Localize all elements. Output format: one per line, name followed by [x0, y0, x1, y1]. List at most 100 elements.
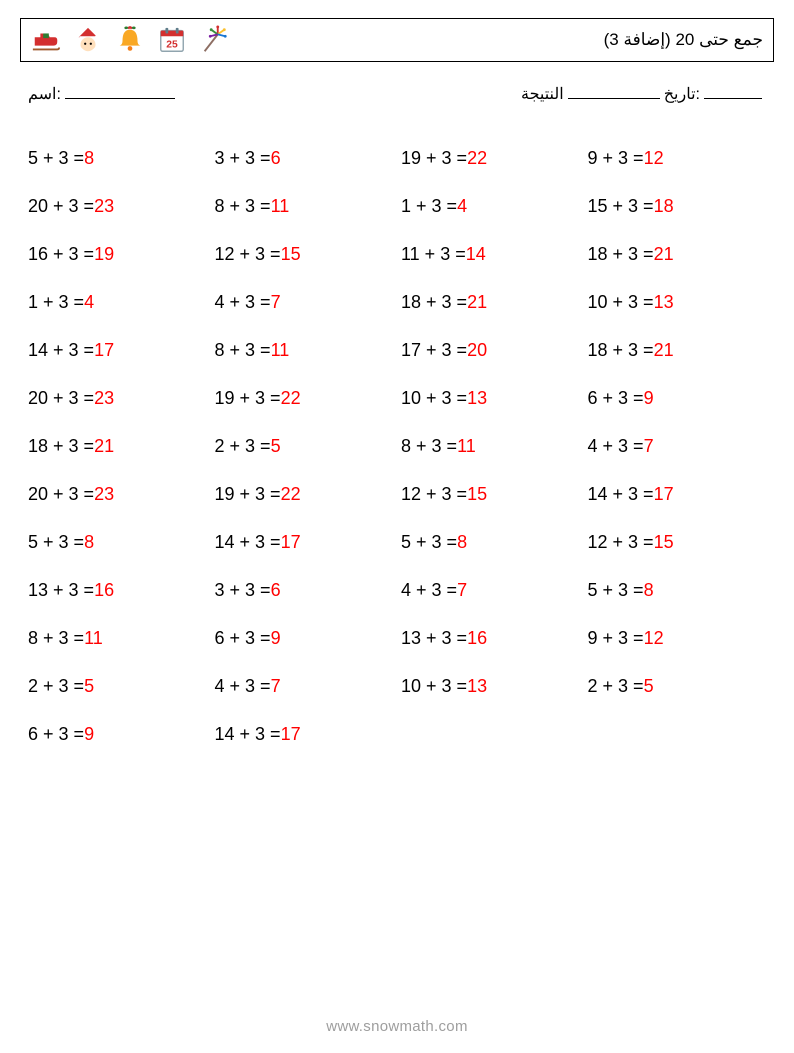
- problem-expression: 18 + 3 =: [588, 340, 654, 361]
- problem-answer: 18: [654, 196, 674, 217]
- problem-answer: 8: [457, 532, 467, 553]
- problem-answer: 13: [467, 388, 487, 409]
- problem-expression: 10 + 3 =: [401, 676, 467, 697]
- problem-cell: 10 + 3 = 13: [588, 278, 775, 326]
- problem-cell: 20 + 3 = 23: [28, 374, 215, 422]
- problem-answer: 15: [281, 244, 301, 265]
- problem-cell: 3 + 3 = 6: [215, 134, 402, 182]
- problems-grid: 5 + 3 = 83 + 3 = 619 + 3 = 229 + 3 = 122…: [20, 134, 774, 758]
- problem-answer: 23: [94, 196, 114, 217]
- problem-cell: 4 + 3 = 7: [215, 278, 402, 326]
- problem-cell: 4 + 3 = 7: [215, 662, 402, 710]
- problem-cell: 5 + 3 = 8: [28, 134, 215, 182]
- problem-cell: 12 + 3 = 15: [588, 518, 775, 566]
- problem-answer: 23: [94, 388, 114, 409]
- problem-cell: 14 + 3 = 17: [215, 518, 402, 566]
- problem-expression: 18 + 3 =: [28, 436, 94, 457]
- name-blank: [65, 85, 175, 99]
- problem-expression: 10 + 3 =: [588, 292, 654, 313]
- problem-answer: 7: [271, 676, 281, 697]
- score-date-field: النتيجة تاريخ:: [521, 84, 766, 104]
- problem-answer: 11: [271, 196, 290, 217]
- footer-watermark: www.snowmath.com: [0, 1018, 794, 1035]
- problem-expression: 5 + 3 =: [28, 148, 84, 169]
- worksheet-page: 25 (جمع حتى 20 (إضافة 3 اسم: النتيجة تار…: [0, 0, 794, 758]
- problem-expression: 4 + 3 =: [588, 436, 644, 457]
- problem-answer: 7: [271, 292, 281, 313]
- problem-answer: 21: [654, 340, 674, 361]
- problem-cell: 16 + 3 = 19: [28, 230, 215, 278]
- problem-cell: 19 + 3 = 22: [215, 470, 402, 518]
- problem-answer: 7: [644, 436, 654, 457]
- problem-cell: 9 + 3 = 12: [588, 134, 775, 182]
- problem-answer: 14: [466, 244, 486, 265]
- problem-answer: 9: [644, 388, 654, 409]
- problem-expression: 4 + 3 =: [215, 292, 271, 313]
- problem-expression: 20 + 3 =: [28, 388, 94, 409]
- problem-expression: 4 + 3 =: [401, 580, 457, 601]
- problem-expression: 14 + 3 =: [28, 340, 94, 361]
- problem-answer: 4: [84, 292, 94, 313]
- problem-expression: 12 + 3 =: [215, 244, 281, 265]
- problem-expression: 18 + 3 =: [401, 292, 467, 313]
- problem-answer: 6: [271, 580, 281, 601]
- problem-expression: 14 + 3 =: [588, 484, 654, 505]
- score-blank: [568, 85, 660, 99]
- problem-expression: 6 + 3 =: [215, 628, 271, 649]
- name-field: اسم:: [28, 84, 179, 104]
- problem-cell: 14 + 3 = 17: [588, 470, 775, 518]
- problem-expression: 6 + 3 =: [588, 388, 644, 409]
- problem-cell: 10 + 3 = 13: [401, 662, 588, 710]
- problem-cell: 20 + 3 = 23: [28, 182, 215, 230]
- svg-text:25: 25: [166, 40, 178, 51]
- score-label: النتيجة: [521, 84, 564, 104]
- problem-expression: 14 + 3 =: [215, 532, 281, 553]
- problem-answer: 22: [281, 388, 301, 409]
- problem-cell: 2 + 3 = 5: [588, 662, 775, 710]
- problem-answer: 11: [271, 340, 290, 361]
- problem-answer: 16: [94, 580, 114, 601]
- problem-answer: 21: [94, 436, 114, 457]
- worksheet-title: (جمع حتى 20 (إضافة 3: [604, 30, 763, 50]
- problem-expression: 14 + 3 =: [215, 724, 281, 745]
- problem-answer: 15: [654, 532, 674, 553]
- problem-expression: 3 + 3 =: [215, 580, 271, 601]
- icon-row: 25: [31, 25, 229, 55]
- problem-answer: 5: [644, 676, 654, 697]
- problem-expression: 5 + 3 =: [28, 532, 84, 553]
- problem-answer: 8: [644, 580, 654, 601]
- problem-cell: 18 + 3 = 21: [401, 278, 588, 326]
- date-blank: [704, 85, 762, 99]
- problem-answer: 17: [281, 532, 301, 553]
- problem-answer: 22: [281, 484, 301, 505]
- problem-answer: 17: [94, 340, 114, 361]
- bell-icon: [115, 25, 145, 55]
- problem-answer: 11: [457, 436, 476, 457]
- problem-expression: 8 + 3 =: [215, 196, 271, 217]
- problem-cell: 4 + 3 = 7: [588, 422, 775, 470]
- problem-answer: 21: [654, 244, 674, 265]
- problem-expression: 9 + 3 =: [588, 628, 644, 649]
- problem-expression: 4 + 3 =: [215, 676, 271, 697]
- problem-answer: 5: [84, 676, 94, 697]
- problem-expression: 1 + 3 =: [401, 196, 457, 217]
- problem-expression: 16 + 3 =: [28, 244, 94, 265]
- problem-cell: 4 + 3 = 7: [401, 566, 588, 614]
- problem-expression: 19 + 3 =: [215, 484, 281, 505]
- problem-answer: 8: [84, 148, 94, 169]
- problem-answer: 19: [94, 244, 114, 265]
- problem-cell: 6 + 3 = 9: [28, 710, 215, 758]
- problem-cell: 12 + 3 = 15: [215, 230, 402, 278]
- problem-answer: 11: [84, 628, 103, 649]
- problem-expression: 15 + 3 =: [588, 196, 654, 217]
- problem-cell: 11 + 3 = 14: [401, 230, 588, 278]
- problem-expression: 8 + 3 =: [28, 628, 84, 649]
- problem-expression: 8 + 3 =: [401, 436, 457, 457]
- problem-answer: 6: [271, 148, 281, 169]
- problem-cell: 2 + 3 = 5: [215, 422, 402, 470]
- problem-expression: 10 + 3 =: [401, 388, 467, 409]
- problem-answer: 5: [271, 436, 281, 457]
- problem-cell: 5 + 3 = 8: [401, 518, 588, 566]
- problem-answer: 13: [467, 676, 487, 697]
- problem-answer: 21: [467, 292, 487, 313]
